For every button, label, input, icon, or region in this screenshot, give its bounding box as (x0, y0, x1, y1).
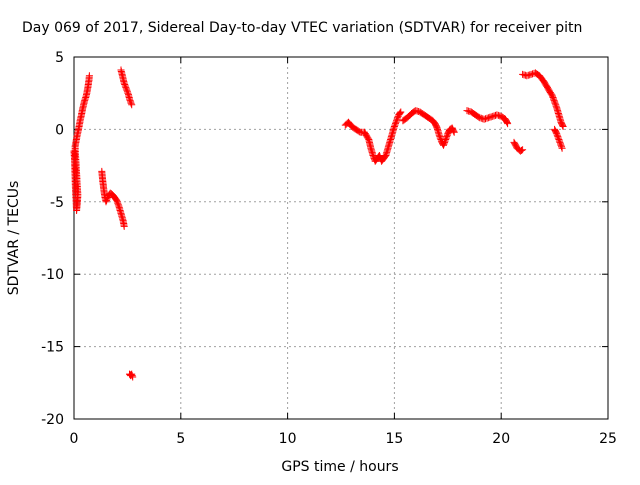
data-point (391, 121, 399, 129)
x-tick-label: 10 (279, 431, 297, 447)
data-point (124, 89, 132, 97)
data-point (518, 146, 525, 154)
y-tick-label: -10 (41, 267, 64, 283)
data-point (122, 85, 130, 93)
plot-frame (73, 56, 609, 420)
data-point (85, 72, 93, 80)
x-tick-label: 5 (176, 431, 185, 447)
y-tick-label: 0 (55, 122, 64, 138)
x-axis-label: GPS time / hours (281, 459, 398, 475)
y-tick-label: -5 (50, 195, 64, 211)
data-point (126, 95, 133, 103)
data-point (550, 95, 557, 103)
data-point (393, 117, 400, 125)
data-point (440, 141, 447, 149)
data-point (375, 152, 383, 159)
data-point (559, 123, 567, 130)
data-point (556, 138, 564, 146)
axis-ticks: 0 5 10 15 20 25 5 0 -5 -10 -15 -20 (41, 50, 617, 447)
data-point (114, 201, 122, 209)
data-point (504, 120, 512, 128)
chart-title: Day 069 of 2017, Sidereal Day-to-day VTE… (22, 20, 582, 36)
x-tick-label: 15 (385, 431, 403, 447)
grid (74, 57, 608, 419)
data-point (443, 133, 451, 141)
data-point (127, 99, 135, 107)
data-point (396, 109, 404, 117)
data-point (551, 99, 559, 107)
y-tick-label: -15 (41, 340, 64, 356)
data-point (558, 144, 566, 152)
data-point (128, 101, 136, 109)
x-tick-label: 25 (599, 431, 617, 447)
data-point (450, 128, 458, 136)
x-tick-label: 0 (70, 431, 79, 447)
data-point (441, 137, 449, 145)
data-point (554, 134, 562, 142)
data-point (102, 198, 110, 206)
data-point (397, 108, 405, 116)
y-tick-label: 5 (55, 50, 64, 66)
data-point (558, 143, 565, 151)
x-tick-label: 20 (492, 431, 510, 447)
data-point (553, 130, 561, 138)
data-point (121, 81, 129, 88)
data-point (129, 373, 137, 381)
y-tick-label: -20 (41, 412, 64, 428)
data-point (436, 134, 444, 142)
data-point (369, 152, 377, 159)
y-axis-label: SDTVAR / TECUs (6, 181, 22, 296)
data-point (519, 146, 527, 154)
data-point (120, 222, 128, 230)
data-markers (70, 66, 567, 381)
